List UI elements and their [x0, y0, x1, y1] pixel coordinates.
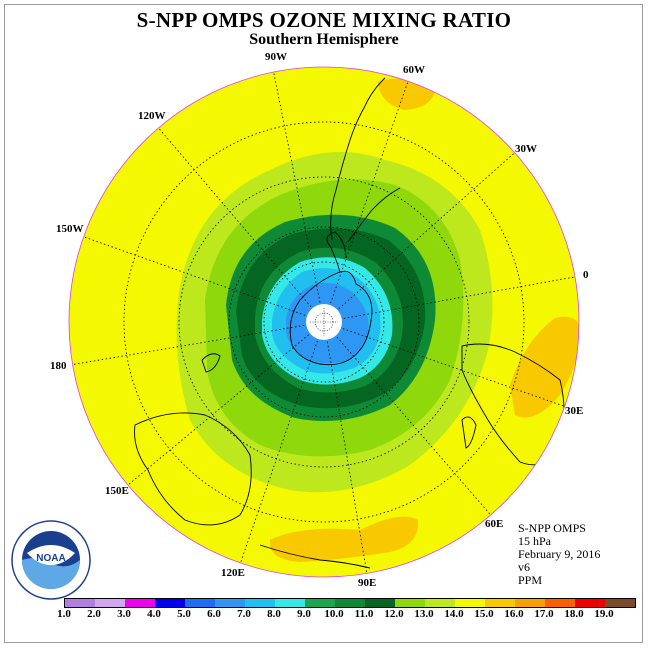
- graticule: [69, 67, 579, 577]
- colorbar-tick-label: 17.0: [534, 608, 554, 620]
- orange-patch-east: [510, 316, 579, 418]
- lon-label-120e: 120E: [221, 567, 245, 579]
- info-date: February 9, 2016: [518, 547, 601, 561]
- new-zealand: [201, 353, 221, 373]
- colorbar-tick-label: 8.0: [267, 608, 281, 620]
- colorbar-swatch: [155, 599, 185, 607]
- colorbar-tick-label: 5.0: [177, 608, 191, 620]
- lon-label-90e: 90E: [358, 577, 376, 589]
- colorbar-tick-label: 10.0: [324, 608, 344, 620]
- colorbar-tick-label: 3.0: [117, 608, 131, 620]
- colorbar-swatch: [425, 599, 455, 607]
- south-pole-hole: [306, 304, 342, 340]
- colorbar-swatch: [545, 599, 575, 607]
- lon-label-180: 180: [50, 360, 67, 372]
- colorbar-swatch: [515, 599, 545, 607]
- noaa-logo-text: NOAA: [36, 553, 65, 564]
- lon-label-150w: 150W: [56, 223, 84, 235]
- colorbar-tick-label: 19.0: [594, 608, 614, 620]
- longitude-labels: 90W 60W 120W 30W 150W 0 180 30E 150E 60E…: [50, 51, 589, 589]
- lon-label-30e: 30E: [565, 405, 583, 417]
- colorbar-swatch: [125, 599, 155, 607]
- colorbar-tick-label: 4.0: [147, 608, 161, 620]
- info-pressure: 15 hPa: [518, 534, 551, 548]
- colorbar-swatch: [215, 599, 245, 607]
- colorbar-swatch: [185, 599, 215, 607]
- colorbar-tick-label: 11.0: [354, 608, 374, 620]
- colorbar-labels: 1.0 2.0 3.0 4.0 5.0 6.0 7.0 8.0 9.0 10.0 11.0 12.0 1…: [0, 608, 648, 622]
- colorbar-swatch: [605, 599, 635, 607]
- lon-label-0: 0: [583, 269, 589, 281]
- lon-label-60e: 60E: [485, 518, 503, 530]
- page-subtitle: Southern Hemisphere: [249, 31, 399, 48]
- lon-label-90w: 90W: [265, 51, 287, 63]
- page-title: S-NPP OMPS OZONE MIXING RATIO: [136, 8, 512, 32]
- colorbar: [64, 598, 636, 608]
- colorbar-swatch: [245, 599, 275, 607]
- colorbar-swatch: [65, 599, 95, 607]
- colorbar-swatch: [575, 599, 605, 607]
- colorbar-tick-label: 2.0: [87, 608, 101, 620]
- coastlines: [134, 77, 565, 569]
- info-version: v6: [518, 560, 530, 574]
- australia: [134, 412, 252, 526]
- info-units: PPM: [518, 573, 543, 587]
- colorbar-swatch: [455, 599, 485, 607]
- colorbar-tick-label: 7.0: [237, 608, 251, 620]
- colorbar-tick-label: 12.0: [384, 608, 404, 620]
- colorbar-swatch: [365, 599, 395, 607]
- orange-patch-south: [269, 516, 419, 562]
- info-block: S-NPP OMPS 15 hPa February 9, 2016 v6 PP…: [518, 522, 600, 587]
- colorbar-tick-label: 6.0: [207, 608, 221, 620]
- south-america: [330, 77, 401, 243]
- colorbar-swatch: [305, 599, 335, 607]
- orange-patch-60w: [378, 78, 435, 110]
- info-satellite: S-NPP OMPS: [518, 521, 586, 535]
- antarctic-peninsula: [326, 231, 347, 273]
- lon-label-30w: 30W: [515, 143, 537, 155]
- noaa-logo: NOAA: [11, 520, 91, 600]
- colorbar-tick-label: 1.0: [57, 608, 71, 620]
- lon-label-150e: 150E: [105, 485, 129, 497]
- pole-graticule: [310, 308, 338, 336]
- colorbar-tick-label: 9.0: [297, 608, 311, 620]
- colorbar-tick-label: 15.0: [474, 608, 494, 620]
- colorbar-swatch: [275, 599, 305, 607]
- colorbar-swatch: [395, 599, 425, 607]
- madagascar: [461, 416, 477, 449]
- colorbar-swatch: [335, 599, 365, 607]
- lon-label-120w: 120W: [138, 110, 166, 122]
- colorbar-tick-label: 13.0: [414, 608, 434, 620]
- lon-label-60w: 60W: [403, 64, 425, 76]
- antarctica-coast: [289, 270, 373, 366]
- se-asia: [259, 544, 371, 569]
- colorbar-swatch: [485, 599, 515, 607]
- map-disc-border: [68, 66, 580, 578]
- colorbar-swatch: [95, 599, 125, 607]
- colorbar-tick-label: 14.0: [444, 608, 464, 620]
- map-frame: [4, 4, 643, 643]
- colorbar-tick-label: 18.0: [564, 608, 584, 620]
- colorbar-tick-label: 16.0: [504, 608, 524, 620]
